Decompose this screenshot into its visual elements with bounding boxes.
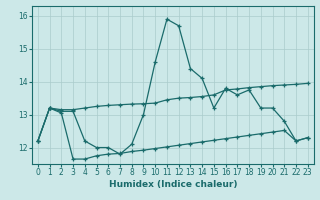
X-axis label: Humidex (Indice chaleur): Humidex (Indice chaleur) <box>108 180 237 189</box>
